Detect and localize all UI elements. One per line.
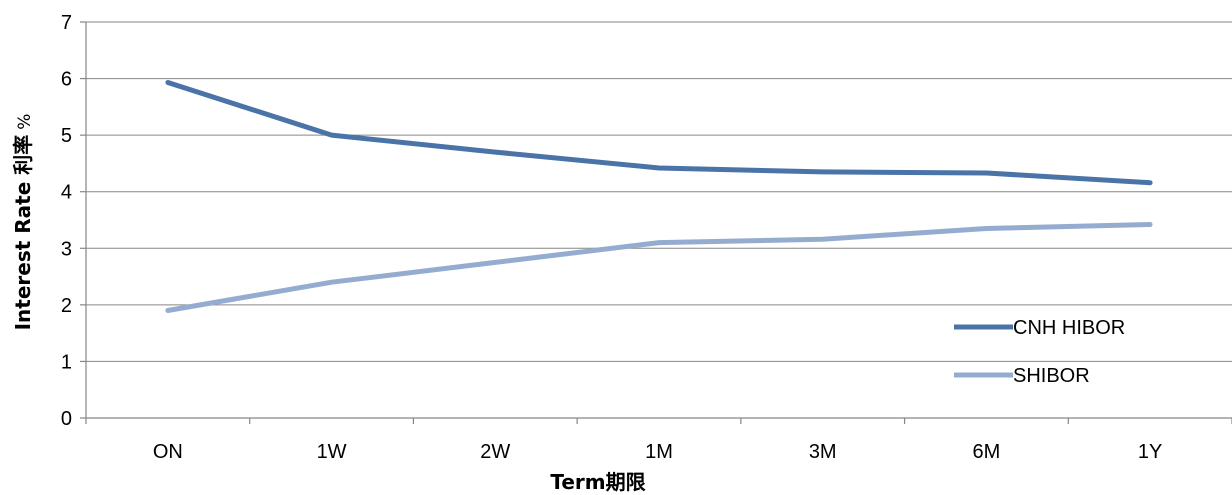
x-tick-label: 6M	[973, 441, 1001, 463]
y-axis-title-unit: %	[15, 114, 35, 130]
legend-label: SHIBOR	[1013, 365, 1090, 387]
y-axis-title: Interest Rate 利率%	[11, 114, 35, 331]
x-tick-label: 1M	[645, 441, 673, 463]
y-axis-ticks: 0 1 2 3 4 5 6 7	[61, 12, 86, 430]
y-tick-label: 4	[61, 182, 72, 204]
y-tick-label: 5	[61, 125, 72, 147]
x-tick-label: 3M	[809, 441, 837, 463]
x-axis-ticks: ON 1W 2W 1M 3M 6M 1Y	[85, 418, 1232, 463]
legend: CNH HIBOR SHIBOR	[954, 317, 1125, 387]
y-axis-title-main: Interest Rate 利率	[11, 135, 35, 331]
x-axis-title: Term期限	[550, 470, 645, 494]
y-tick-label: 7	[61, 12, 72, 34]
series-line-cnh-hibor	[165, 80, 1153, 186]
x-tick-label: 1Y	[1138, 441, 1162, 463]
y-tick-label: 0	[61, 408, 72, 430]
legend-label: CNH HIBOR	[1013, 317, 1125, 339]
x-tick-label: 2W	[480, 441, 510, 463]
y-tick-label: 1	[61, 351, 72, 373]
y-tick-label: 6	[61, 69, 72, 91]
x-tick-label: 1W	[317, 441, 347, 463]
gridlines	[86, 21, 1232, 362]
series-line-shibor	[165, 222, 1153, 313]
series-lines	[165, 80, 1153, 313]
y-tick-label: 2	[61, 295, 72, 317]
x-tick-label: ON	[153, 441, 183, 463]
y-tick-label: 3	[61, 238, 72, 260]
